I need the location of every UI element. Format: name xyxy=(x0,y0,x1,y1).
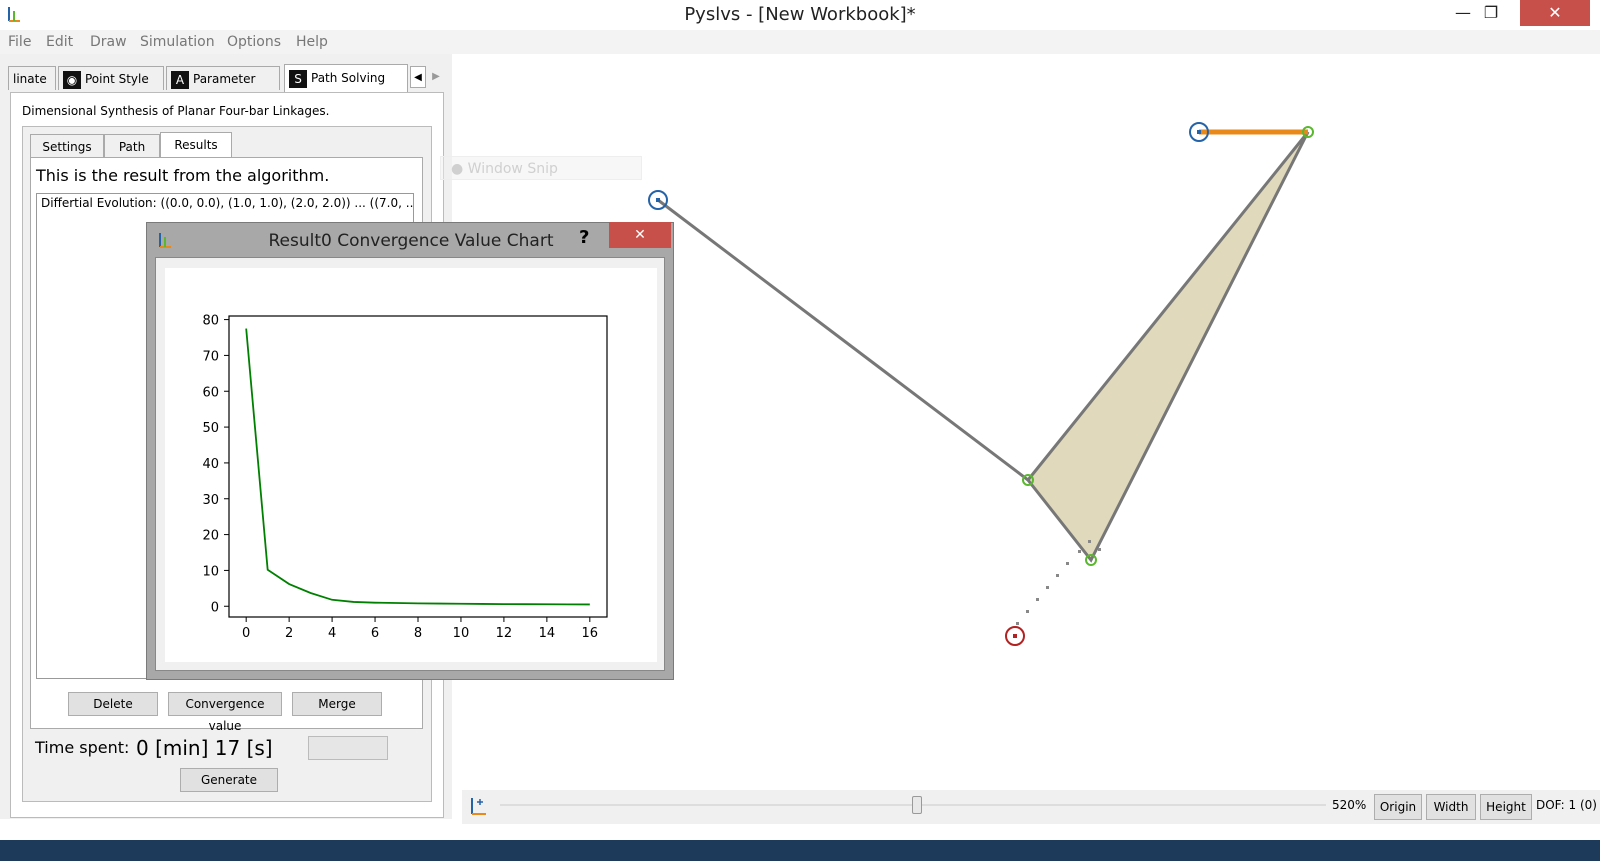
y-tick-label: 50 xyxy=(202,421,219,436)
x-tick-label: 16 xyxy=(582,626,599,641)
zoom-icon xyxy=(468,796,486,816)
tab-path-solving[interactable]: S Path Solving xyxy=(284,64,408,92)
subtab-settings[interactable]: Settings xyxy=(30,134,104,158)
y-tick-label: 0 xyxy=(211,600,219,615)
tab-coordinate-label: linate xyxy=(13,72,47,86)
y-tick-label: 80 xyxy=(202,314,219,329)
merge-button[interactable]: Merge xyxy=(292,692,382,716)
synthesis-description: Dimensional Synthesis of Planar Four-bar… xyxy=(22,104,329,118)
y-tick-label: 60 xyxy=(202,385,219,400)
convergence-value-button[interactable]: Convergence value xyxy=(168,692,282,716)
tab-scroll-right-button[interactable]: ▶ xyxy=(428,66,444,88)
plot-frame xyxy=(229,316,607,617)
width-button[interactable]: Width xyxy=(1426,794,1476,820)
time-spent-value: 0 [min] 17 [s] xyxy=(136,736,273,760)
y-tick-label: 30 xyxy=(202,493,219,508)
generate-button[interactable]: Generate xyxy=(180,768,278,792)
x-tick-label: 12 xyxy=(496,626,513,641)
y-tick-label: 10 xyxy=(202,564,219,579)
tab-point-style-label: Point Style xyxy=(85,72,149,86)
menu-options[interactable]: Options xyxy=(227,34,281,50)
time-spent-label: Time spent: xyxy=(35,738,129,757)
delete-button[interactable]: Delete xyxy=(68,692,158,716)
tab-path-solving-label: Path Solving xyxy=(311,71,385,85)
x-tick-label: 4 xyxy=(328,626,336,641)
y-tick-label: 40 xyxy=(202,457,219,472)
window-snip-label: Window Snip xyxy=(468,161,558,177)
x-tick-label: 8 xyxy=(414,626,422,641)
zoom-level: 520% xyxy=(1332,798,1366,812)
origin-button[interactable]: Origin xyxy=(1374,794,1422,820)
dialog-close-button[interactable]: ✕ xyxy=(609,222,671,248)
snip-dot-icon: ● xyxy=(451,161,463,177)
tab-parameter[interactable]: A Parameter xyxy=(166,66,280,90)
menu-simulation[interactable]: Simulation xyxy=(140,34,215,50)
close-window-button[interactable]: ✕ xyxy=(1520,0,1590,26)
x-tick-label: 10 xyxy=(453,626,470,641)
menu-edit[interactable]: Edit xyxy=(46,34,73,50)
ternary-link xyxy=(1028,132,1308,560)
zoom-slider-handle[interactable] xyxy=(912,796,922,814)
chart-container: 0 2 4 6 8 10 12 14 16 0 10 20 30 40 50 60 70 80 xyxy=(155,257,665,671)
window-title-bar: Pyslvs - [New Workbook]* — ❐ ✕ xyxy=(0,0,1600,30)
results-heading: This is the result from the algorithm. xyxy=(36,166,329,185)
tab-point-style[interactable]: ◉ Point Style xyxy=(58,66,164,90)
dialog-title: Result0 Convergence Value Chart xyxy=(147,231,675,251)
menu-bar: File Edit Draw Simulation Options Help xyxy=(0,30,1600,54)
subtab-path[interactable]: Path xyxy=(104,134,160,158)
tab-scroll-left-button[interactable]: ◀ xyxy=(410,66,426,88)
x-tick-label: 2 xyxy=(285,626,293,641)
link-bar xyxy=(658,200,1028,480)
y-tick-label: 70 xyxy=(202,349,219,364)
parameter-icon: A xyxy=(171,71,189,89)
menu-help[interactable]: Help xyxy=(296,34,328,50)
window-snip-ghost: ● Window Snip xyxy=(440,156,642,180)
tab-coordinate[interactable]: linate xyxy=(8,66,56,90)
tab-parameter-label: Parameter xyxy=(193,72,255,86)
x-tick-label: 14 xyxy=(539,626,556,641)
status-bar: 520% Origin Width Height DOF: 1 (0) xyxy=(462,790,1600,824)
convergence-dialog: Result0 Convergence Value Chart ? ✕ 0 2 4 6… xyxy=(146,222,674,680)
height-button[interactable]: Height xyxy=(1480,794,1532,820)
list-item[interactable]: Differtial Evolution: ((0.0, 0.0), (1.0,… xyxy=(37,194,413,212)
maximize-button[interactable]: ❐ xyxy=(1468,0,1514,26)
os-taskbar xyxy=(0,840,1600,861)
dialog-help-button[interactable]: ? xyxy=(579,227,589,248)
y-tick-label: 20 xyxy=(202,529,219,544)
convergence-chart: 0 2 4 6 8 10 12 14 16 0 10 20 30 40 50 60 70 80 xyxy=(165,268,657,662)
point-style-icon: ◉ xyxy=(63,71,81,89)
dof-label: DOF: 1 (0) xyxy=(1536,798,1597,812)
menu-file[interactable]: File xyxy=(8,34,31,50)
menu-draw[interactable]: Draw xyxy=(90,34,127,50)
path-solving-icon: S xyxy=(289,70,307,88)
x-tick-label: 0 xyxy=(242,626,250,641)
subtab-results[interactable]: Results xyxy=(160,132,232,158)
progress-bar xyxy=(308,736,388,760)
x-tick-label: 6 xyxy=(371,626,379,641)
window-title: Pyslvs - [New Workbook]* xyxy=(0,4,1600,25)
